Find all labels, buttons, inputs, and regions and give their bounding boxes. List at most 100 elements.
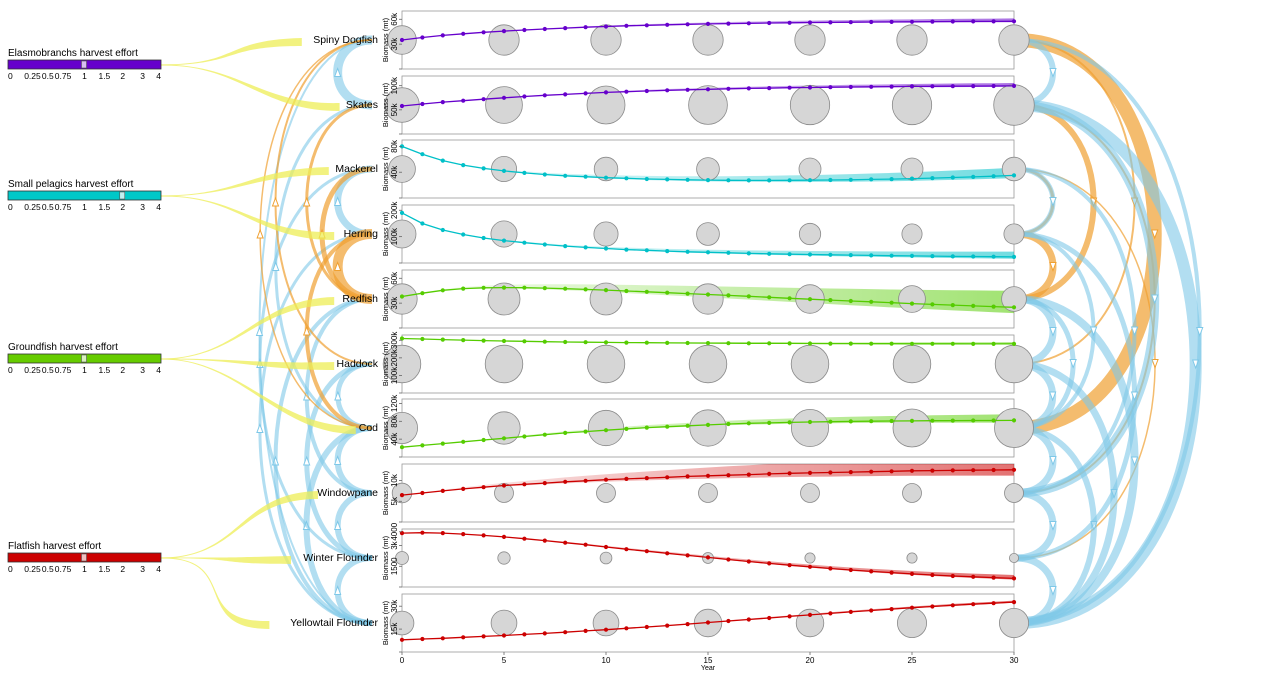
data-point xyxy=(420,530,425,535)
interaction-arc xyxy=(1015,489,1057,562)
slider-label: Flatfish harvest effort xyxy=(8,541,101,552)
arc-arrow-icon xyxy=(1130,391,1139,402)
species-label: Windowpane xyxy=(317,487,378,499)
data-point xyxy=(746,559,751,564)
bubble-marker xyxy=(897,608,928,639)
slider-handle[interactable] xyxy=(81,553,87,562)
effort-link xyxy=(161,38,302,66)
data-point xyxy=(746,421,751,426)
bubble-marker xyxy=(902,483,922,503)
data-point xyxy=(1011,83,1017,88)
bubble-marker xyxy=(688,344,728,384)
effort-link xyxy=(161,64,340,111)
slider-tick-label: 1.5 xyxy=(98,71,110,81)
data-point xyxy=(644,289,649,294)
data-point xyxy=(807,178,813,183)
data-point xyxy=(461,486,466,491)
arc-arrow-icon xyxy=(1049,197,1057,207)
data-point xyxy=(705,422,711,427)
arc-arrow-icon xyxy=(1049,262,1057,272)
data-point xyxy=(807,297,813,302)
y-tick-label: 100k xyxy=(390,227,399,245)
data-point xyxy=(1011,418,1017,423)
data-point xyxy=(583,542,588,547)
slider-handle[interactable] xyxy=(81,354,87,363)
data-point xyxy=(705,87,711,92)
bubble-marker xyxy=(994,344,1034,384)
data-point xyxy=(440,100,445,105)
data-point xyxy=(869,341,874,346)
slider-handle[interactable] xyxy=(119,191,126,200)
bubble-marker xyxy=(892,344,932,384)
effort-links xyxy=(161,38,356,629)
data-point xyxy=(767,178,772,183)
bubble-marker xyxy=(1009,553,1020,564)
y-tick-label: 120k xyxy=(390,394,399,412)
bubble-marker xyxy=(696,222,720,246)
slider-tick-label: 0 xyxy=(8,71,13,81)
data-point xyxy=(889,177,894,182)
x-tick-label: 5 xyxy=(502,656,507,665)
data-point xyxy=(665,551,670,556)
data-point xyxy=(583,25,588,30)
slider-tick-label: 1 xyxy=(82,564,87,574)
data-point xyxy=(665,22,670,27)
data-point xyxy=(563,173,568,178)
bubble-marker xyxy=(993,84,1035,126)
data-point xyxy=(950,341,955,346)
data-point xyxy=(787,420,792,425)
data-point xyxy=(501,29,507,34)
data-point xyxy=(991,418,996,423)
data-point xyxy=(481,30,486,35)
data-point xyxy=(705,250,711,255)
data-point xyxy=(807,419,813,425)
data-point xyxy=(930,84,935,89)
arc-arrow-icon xyxy=(1049,586,1057,596)
arc-arrow-icon xyxy=(1049,327,1057,337)
y-tick-label: 60k xyxy=(390,12,399,26)
data-point xyxy=(971,418,976,423)
data-point xyxy=(461,31,466,36)
bubble-marker xyxy=(999,608,1030,639)
arc-arrow-icon xyxy=(1150,294,1159,305)
data-point xyxy=(522,339,527,344)
slider-tick-label: 0.75 xyxy=(55,71,72,81)
data-point xyxy=(440,288,445,293)
arc-arrow-icon xyxy=(1130,456,1139,467)
data-point xyxy=(644,248,649,253)
bubble-marker xyxy=(998,24,1030,56)
slider-tick-label: 0 xyxy=(8,365,13,375)
data-point xyxy=(603,477,609,482)
data-point xyxy=(848,298,853,304)
data-point xyxy=(950,84,955,89)
y-tick-label: 100k xyxy=(390,366,399,384)
data-point xyxy=(481,634,486,639)
slider-handle[interactable] xyxy=(81,60,87,69)
harvest-slider-0[interactable]: Elasmobranchs harvest effort 0 0.25 0.5 0.75… xyxy=(7,48,162,81)
data-point xyxy=(950,573,955,579)
data-point xyxy=(971,341,976,346)
data-point xyxy=(828,341,833,346)
bubble-marker xyxy=(590,24,622,56)
harvest-slider-3[interactable]: Flatfish harvest effort 0 0.25 0.5 0.75 1 1.5 2… xyxy=(7,541,162,574)
interaction-arcs xyxy=(255,33,1204,629)
data-point xyxy=(665,475,670,480)
harvest-slider-1[interactable]: Small pelagics harvest effort 0 0.25 0.5 0.7… xyxy=(7,179,162,212)
slider-tick-label: 0.25 xyxy=(24,365,41,375)
slider-track[interactable] xyxy=(7,190,162,201)
data-point xyxy=(603,175,609,180)
species-label: Mackerel xyxy=(335,163,378,175)
data-point xyxy=(971,174,976,179)
y-tick-label: 40k xyxy=(390,432,399,446)
data-point xyxy=(746,294,751,299)
data-point xyxy=(909,571,915,577)
bubble-marker xyxy=(389,610,415,636)
slider-tick-label: 0.75 xyxy=(55,202,72,212)
data-point xyxy=(461,532,466,537)
data-point xyxy=(848,567,853,573)
bubble-marker xyxy=(798,222,822,246)
harvest-slider-2[interactable]: Groundfish harvest effort 0 0.25 0.5 0.75 1 1.… xyxy=(7,342,162,375)
